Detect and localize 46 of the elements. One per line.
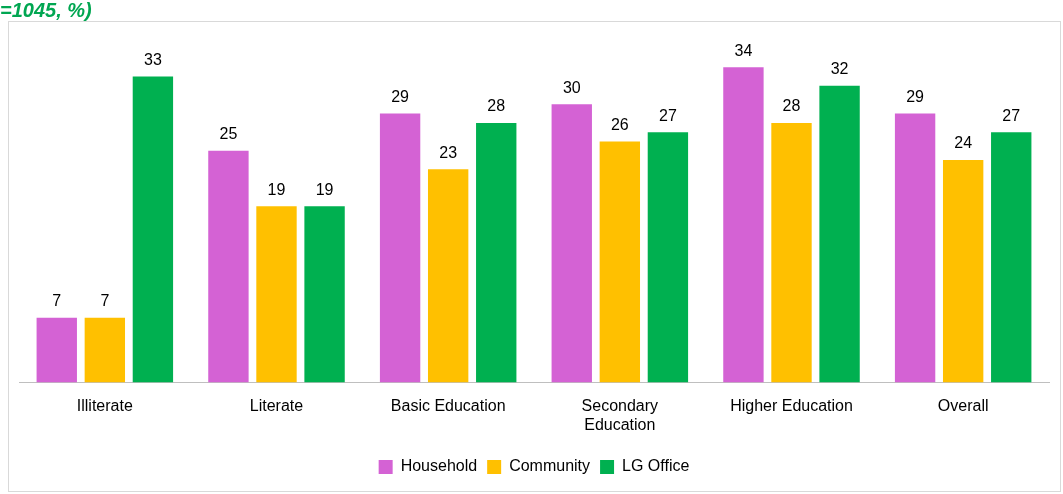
data-label: 27	[659, 106, 677, 124]
data-label: 26	[610, 115, 629, 133]
x-tick-label: Higher Education	[730, 396, 853, 414]
data-label: 19	[267, 180, 286, 198]
legend-label: Household	[400, 457, 478, 475]
bar	[379, 113, 421, 383]
bar	[819, 85, 860, 383]
bar	[304, 206, 345, 383]
x-tick-label: Overall	[937, 396, 989, 414]
legend-label: LG Office	[622, 457, 690, 475]
data-label: 27	[1002, 106, 1021, 124]
data-label: 32	[830, 60, 849, 78]
x-tick-label: Basic Education	[390, 396, 506, 414]
bar	[427, 169, 469, 383]
data-label: 29	[391, 88, 410, 106]
data-label: 23	[439, 143, 458, 161]
legend-label: Community	[509, 457, 591, 475]
bar	[36, 317, 77, 383]
bar	[942, 159, 984, 383]
x-tick-label: Literate	[249, 396, 304, 414]
data-label: 29	[906, 88, 925, 106]
data-label: 33	[144, 50, 162, 68]
bar	[84, 317, 126, 383]
data-label: 24	[954, 134, 973, 152]
bar	[132, 76, 174, 383]
bar	[599, 141, 641, 383]
bar	[894, 113, 936, 383]
bar	[723, 67, 764, 383]
x-tick-label: Secondary Education	[581, 396, 659, 433]
data-label: 34	[734, 41, 753, 59]
data-label: 30	[562, 78, 581, 96]
x-tick-label: Illiterate	[76, 396, 133, 414]
data-label: 7	[52, 292, 62, 310]
bar	[991, 132, 1032, 383]
bar	[476, 122, 517, 383]
bar	[771, 122, 812, 383]
data-label: 7	[100, 292, 110, 310]
data-label: 28	[782, 97, 801, 115]
bar	[647, 132, 689, 383]
data-label: 19	[315, 180, 334, 198]
bar	[208, 150, 249, 383]
data-label: 28	[487, 97, 506, 115]
bar	[256, 206, 297, 383]
bar	[551, 104, 592, 383]
data-label: 25	[219, 125, 238, 143]
chart-title: =1045, %)	[0, 0, 92, 21]
